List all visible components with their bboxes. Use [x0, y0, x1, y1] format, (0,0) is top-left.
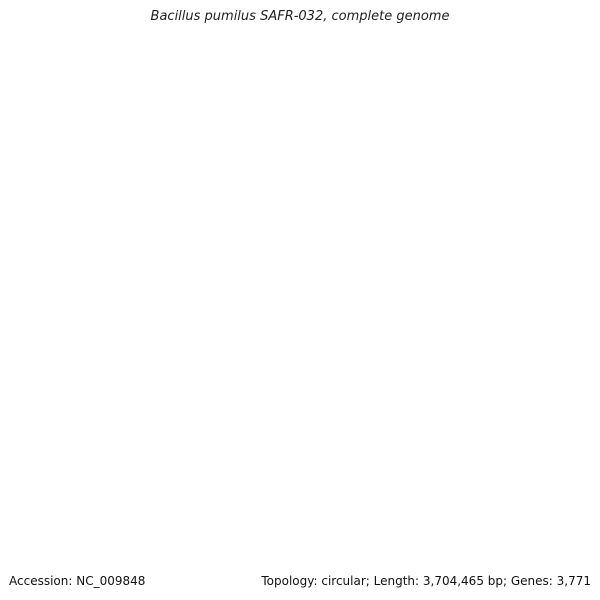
- genome-summary-text: Topology: circular; Length: 3,704,465 bp…: [261, 574, 591, 588]
- map-title: Bacillus pumilus SAFR-032, complete geno…: [150, 9, 450, 24]
- accession-text: Accession: NC_009848: [9, 574, 146, 588]
